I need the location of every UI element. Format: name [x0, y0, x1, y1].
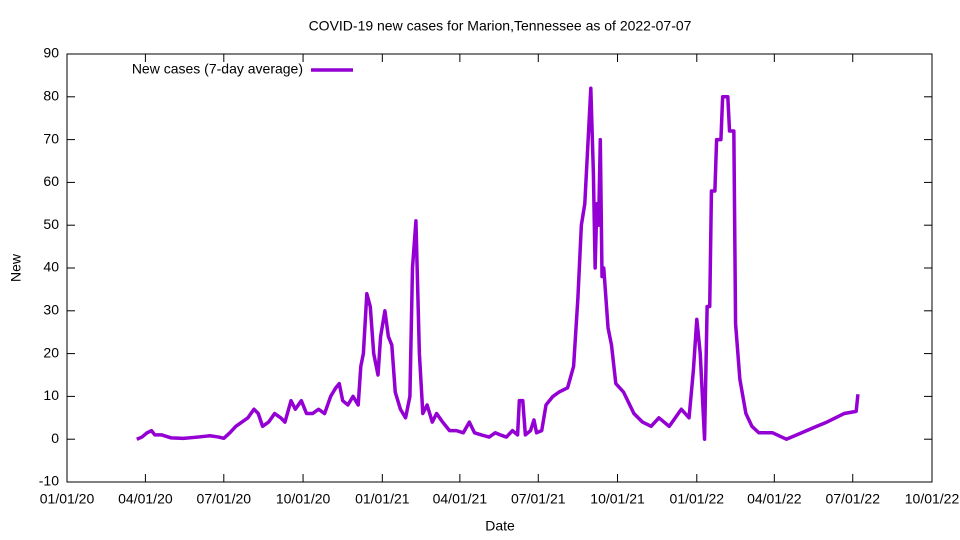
x-tick-label: 01/01/21 — [355, 491, 410, 507]
y-axis-label: New — [8, 253, 24, 282]
x-tick-label: 10/01/21 — [590, 491, 645, 507]
legend-label: New cases (7-day average) — [132, 61, 303, 77]
data-line — [136, 86, 860, 441]
x-tick-label: 04/01/20 — [118, 491, 173, 507]
plot-frame — [66, 53, 933, 483]
y-tick-label: 30 — [43, 302, 59, 318]
y-tick-label: 60 — [43, 173, 59, 189]
y-tick-label: 0 — [51, 430, 59, 446]
y-tick-label: 10 — [43, 387, 59, 403]
x-tick-label: 01/01/20 — [40, 491, 95, 507]
x-tick-label: 10/01/22 — [905, 491, 960, 507]
y-tick-label: 50 — [43, 216, 59, 232]
x-tick-label: 07/01/20 — [197, 491, 252, 507]
x-tick-label: 07/01/21 — [511, 491, 566, 507]
x-tick-label: 01/01/22 — [670, 491, 725, 507]
x-tick-label: 07/01/22 — [825, 491, 880, 507]
x-tick-label: 10/01/20 — [276, 491, 331, 507]
y-tick-label: 80 — [43, 88, 59, 104]
y-tick-label: 20 — [43, 344, 59, 360]
y-tick-label: 40 — [43, 259, 59, 275]
x-tick-label: 04/01/21 — [433, 491, 488, 507]
y-tick-label: 70 — [43, 130, 59, 146]
y-tick-label: -10 — [39, 473, 59, 489]
chart-title: COVID-19 new cases for Marion,Tennessee … — [309, 18, 692, 34]
y-tick-label: 90 — [43, 45, 59, 61]
x-tick-label: 04/01/22 — [747, 491, 802, 507]
x-axis-label: Date — [485, 518, 515, 534]
